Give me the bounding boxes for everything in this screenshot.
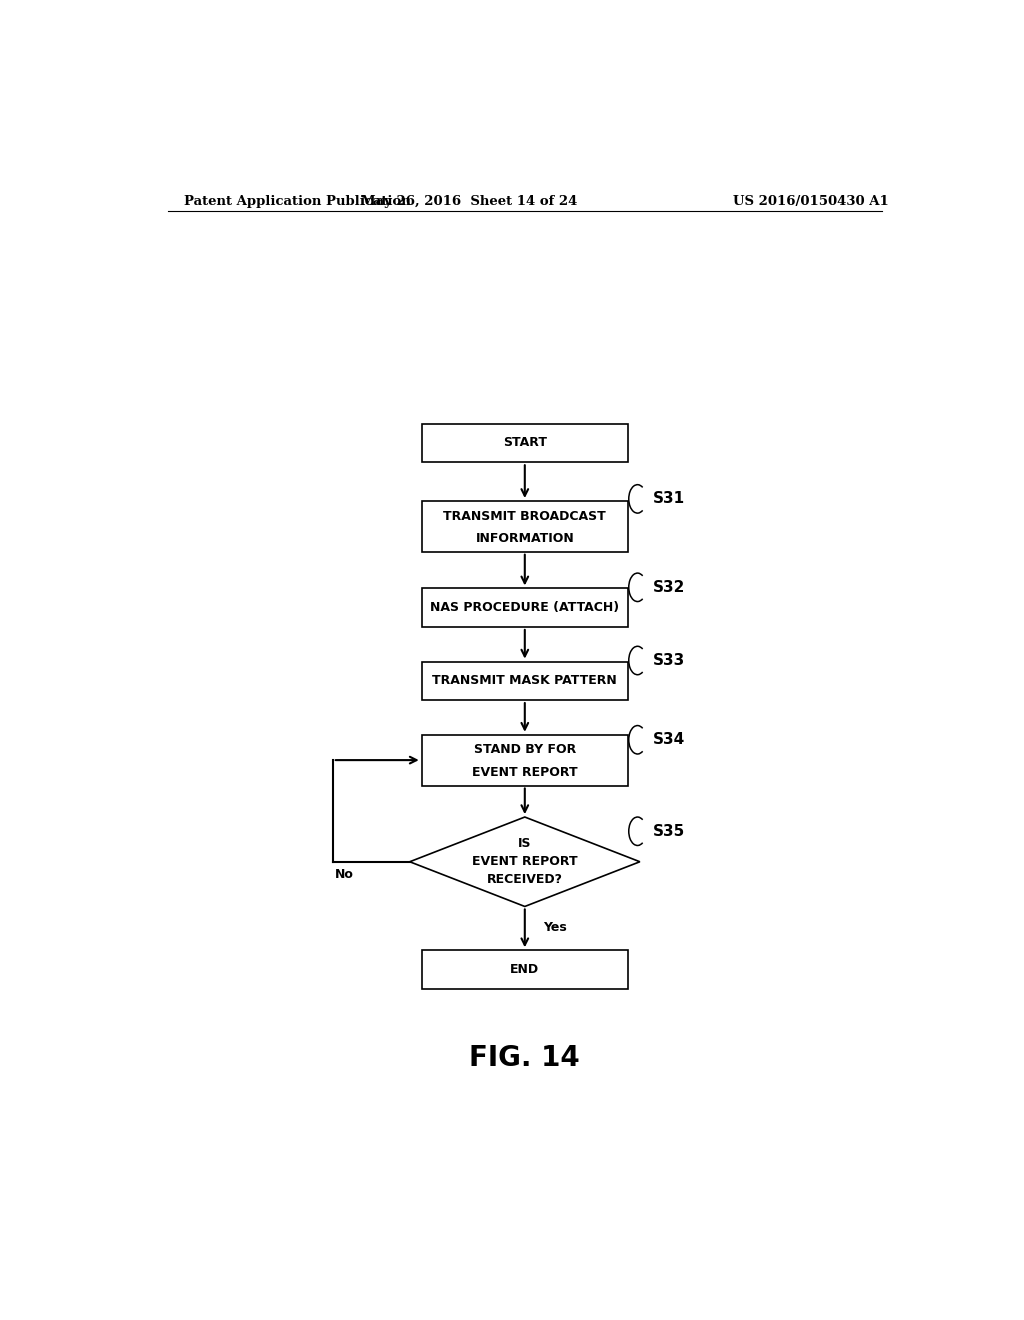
Text: INFORMATION: INFORMATION — [475, 532, 574, 545]
Text: START: START — [503, 437, 547, 450]
Polygon shape — [410, 817, 640, 907]
Text: TRANSMIT MASK PATTERN: TRANSMIT MASK PATTERN — [432, 675, 617, 688]
Text: S35: S35 — [652, 824, 685, 838]
Bar — [422, 735, 628, 785]
Text: Yes: Yes — [543, 921, 567, 935]
Text: Patent Application Publication: Patent Application Publication — [183, 194, 411, 207]
Text: No: No — [335, 869, 353, 882]
Text: EVENT REPORT: EVENT REPORT — [472, 766, 578, 779]
Bar — [422, 500, 628, 552]
Bar — [422, 424, 628, 462]
Text: S33: S33 — [652, 653, 685, 668]
Text: NAS PROCEDURE (ATTACH): NAS PROCEDURE (ATTACH) — [430, 601, 620, 614]
Text: S34: S34 — [652, 733, 685, 747]
Bar — [422, 589, 628, 627]
Text: US 2016/0150430 A1: US 2016/0150430 A1 — [732, 194, 889, 207]
Text: TRANSMIT BROADCAST: TRANSMIT BROADCAST — [443, 510, 606, 523]
Text: S31: S31 — [652, 491, 685, 507]
Text: FIG. 14: FIG. 14 — [469, 1044, 581, 1072]
Text: IS
EVENT REPORT
RECEIVED?: IS EVENT REPORT RECEIVED? — [472, 837, 578, 886]
Text: May 26, 2016  Sheet 14 of 24: May 26, 2016 Sheet 14 of 24 — [361, 194, 578, 207]
Text: S32: S32 — [652, 579, 685, 595]
Text: STAND BY FOR: STAND BY FOR — [474, 743, 575, 756]
Bar — [422, 950, 628, 989]
Bar — [422, 661, 628, 700]
Text: END: END — [510, 964, 540, 975]
